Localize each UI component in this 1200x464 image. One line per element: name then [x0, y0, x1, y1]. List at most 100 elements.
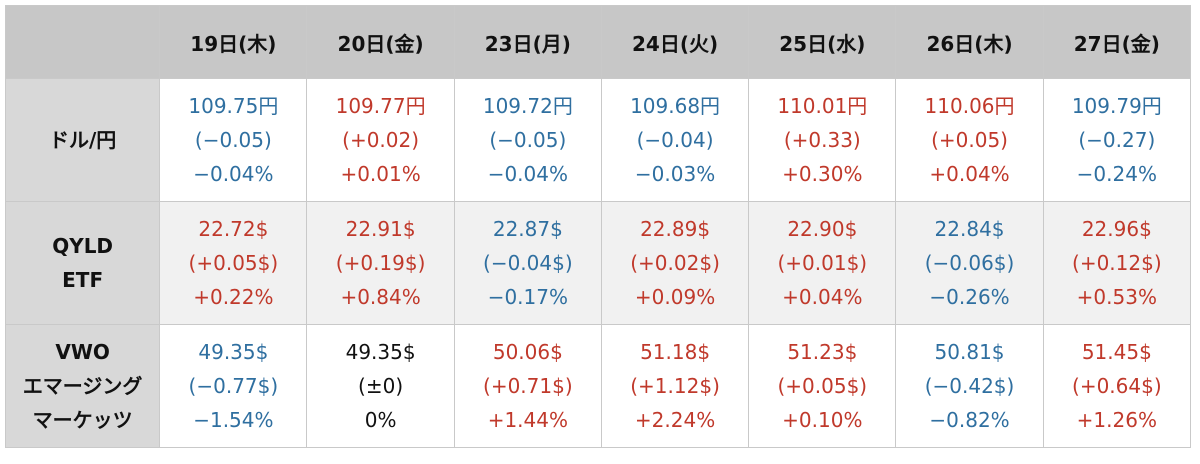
price-value: 51.18$ — [640, 340, 711, 364]
change-percent: +0.09% — [634, 285, 716, 309]
change-percent: +0.22% — [193, 285, 274, 309]
row-label: マーケッツ — [32, 408, 133, 432]
value-cell: 109.79円 (−0.27) −0.24% — [1042, 78, 1192, 202]
price-value: 109.68円 — [630, 94, 721, 118]
change-value: (+0.12$) — [1072, 251, 1162, 275]
change-value: (−0.77$) — [188, 374, 279, 398]
change-value: (+0.02) — [342, 128, 420, 152]
change-percent: −0.24% — [1076, 162, 1157, 186]
row-label: ドル/円 — [48, 128, 117, 152]
table-row-vwo: VWO エマージング マーケッツ 49.35$ (−0.77$) −1.54% … — [4, 324, 1192, 448]
price-value: 51.23$ — [787, 340, 858, 364]
change-percent: +0.01% — [340, 162, 421, 186]
change-value: (−0.05) — [194, 128, 272, 152]
price-value: 22.96$ — [1081, 217, 1152, 241]
value-cell: 22.91$ (+0.19$) +0.84% — [306, 201, 455, 325]
value-cell: 49.35$ (−0.77$) −1.54% — [159, 324, 308, 448]
change-percent: −0.03% — [634, 162, 716, 186]
value-cell: 22.84$ (−0.06$) −0.26% — [895, 201, 1044, 325]
row-label: エマージング — [22, 374, 143, 398]
value-cell: 109.68円 (−0.04) −0.03% — [600, 78, 750, 202]
row-header-qyld: QYLD ETF — [4, 201, 161, 325]
value-cell: 49.35$ (±0) 0% — [306, 324, 455, 448]
change-value: (+0.01$) — [777, 251, 868, 275]
price-value: 49.35$ — [345, 340, 416, 364]
date-header: 23日(月) — [453, 5, 602, 79]
value-cell: 109.75円 (−0.05) −0.04% — [159, 78, 308, 202]
row-header-vwo: VWO エマージング マーケッツ — [4, 324, 161, 448]
row-label: QYLD — [52, 234, 114, 258]
price-value: 110.06円 — [924, 94, 1015, 118]
value-cell: 22.72$ (+0.05$) +0.22% — [159, 201, 308, 325]
value-cell: 109.72円 (−0.05) −0.04% — [453, 78, 602, 202]
price-value: 109.77円 — [335, 94, 426, 118]
change-percent: +0.30% — [782, 162, 863, 186]
change-value: (+0.64$) — [1072, 374, 1162, 398]
change-value: (+0.05$) — [777, 374, 868, 398]
value-cell: 50.81$ (−0.42$) −0.82% — [895, 324, 1044, 448]
value-cell: 109.77円 (+0.02) +0.01% — [306, 78, 455, 202]
change-value: (+0.02$) — [630, 251, 720, 275]
price-table: 19日(木) 20日(金) 23日(月) 24日(火) 25日(水) 26日(木… — [4, 5, 1192, 448]
change-percent: −0.82% — [929, 408, 1010, 432]
change-value: (+0.71$) — [483, 374, 573, 398]
price-table-container: 19日(木) 20日(金) 23日(月) 24日(火) 25日(水) 26日(木… — [4, 5, 1192, 448]
change-percent: 0% — [364, 408, 397, 432]
change-value: (+0.33) — [783, 128, 861, 152]
row-header-usdjpy: ドル/円 — [4, 78, 161, 202]
table-row-usdjpy: ドル/円 109.75円 (−0.05) −0.04% 109.77円 (+0.… — [4, 78, 1192, 202]
value-cell: 51.45$ (+0.64$) +1.26% — [1042, 324, 1192, 448]
price-value: 109.79円 — [1071, 94, 1162, 118]
corner-cell — [4, 5, 161, 79]
change-value: (−0.42$) — [924, 374, 1015, 398]
change-percent: +1.44% — [487, 408, 568, 432]
change-percent: −0.26% — [929, 285, 1010, 309]
value-cell: 22.96$ (+0.12$) +0.53% — [1042, 201, 1192, 325]
price-value: 22.87$ — [492, 217, 563, 241]
change-value: (−0.04) — [636, 128, 714, 152]
value-cell: 110.06円 (+0.05) +0.04% — [895, 78, 1044, 202]
change-percent: −0.04% — [487, 162, 568, 186]
row-label: VWO — [55, 340, 110, 364]
change-percent: +0.04% — [929, 162, 1010, 186]
change-value: (+0.05$) — [188, 251, 279, 275]
table-row-qyld: QYLD ETF 22.72$ (+0.05$) +0.22% 22.91$ (… — [4, 201, 1192, 325]
price-value: 110.01円 — [777, 94, 868, 118]
price-value: 22.84$ — [934, 217, 1005, 241]
header-row: 19日(木) 20日(金) 23日(月) 24日(火) 25日(水) 26日(木… — [4, 5, 1192, 79]
change-percent: −0.17% — [487, 285, 568, 309]
date-header: 19日(木) — [159, 5, 308, 79]
value-cell: 51.18$ (+1.12$) +2.24% — [600, 324, 750, 448]
value-cell: 22.89$ (+0.02$) +0.09% — [600, 201, 750, 325]
change-percent: +0.10% — [782, 408, 863, 432]
change-value: (−0.05) — [489, 128, 567, 152]
price-value: 109.75円 — [188, 94, 279, 118]
price-value: 49.35$ — [198, 340, 269, 364]
change-value: (−0.06$) — [924, 251, 1015, 275]
change-percent: +2.24% — [634, 408, 716, 432]
value-cell: 50.06$ (+0.71$) +1.44% — [453, 324, 602, 448]
date-header: 24日(火) — [600, 5, 750, 79]
value-cell: 22.90$ (+0.01$) +0.04% — [748, 201, 897, 325]
date-header: 27日(金) — [1042, 5, 1192, 79]
change-value: (+0.19$) — [335, 251, 426, 275]
price-value: 22.91$ — [345, 217, 416, 241]
value-cell: 110.01円 (+0.33) +0.30% — [748, 78, 897, 202]
date-header: 20日(金) — [306, 5, 455, 79]
change-percent: +0.04% — [782, 285, 863, 309]
change-value: (±0) — [358, 374, 404, 398]
change-percent: +0.84% — [340, 285, 421, 309]
change-value: (+0.05) — [931, 128, 1008, 152]
value-cell: 22.87$ (−0.04$) −0.17% — [453, 201, 602, 325]
change-value: (−0.04$) — [483, 251, 573, 275]
change-value: (+1.12$) — [630, 374, 720, 398]
price-value: 22.89$ — [640, 217, 711, 241]
change-percent: −1.54% — [193, 408, 274, 432]
change-percent: +1.26% — [1076, 408, 1157, 432]
change-percent: −0.04% — [193, 162, 274, 186]
price-value: 50.06$ — [492, 340, 563, 364]
row-label: ETF — [62, 268, 104, 292]
value-cell: 51.23$ (+0.05$) +0.10% — [748, 324, 897, 448]
price-value: 50.81$ — [934, 340, 1005, 364]
price-value: 22.72$ — [198, 217, 269, 241]
